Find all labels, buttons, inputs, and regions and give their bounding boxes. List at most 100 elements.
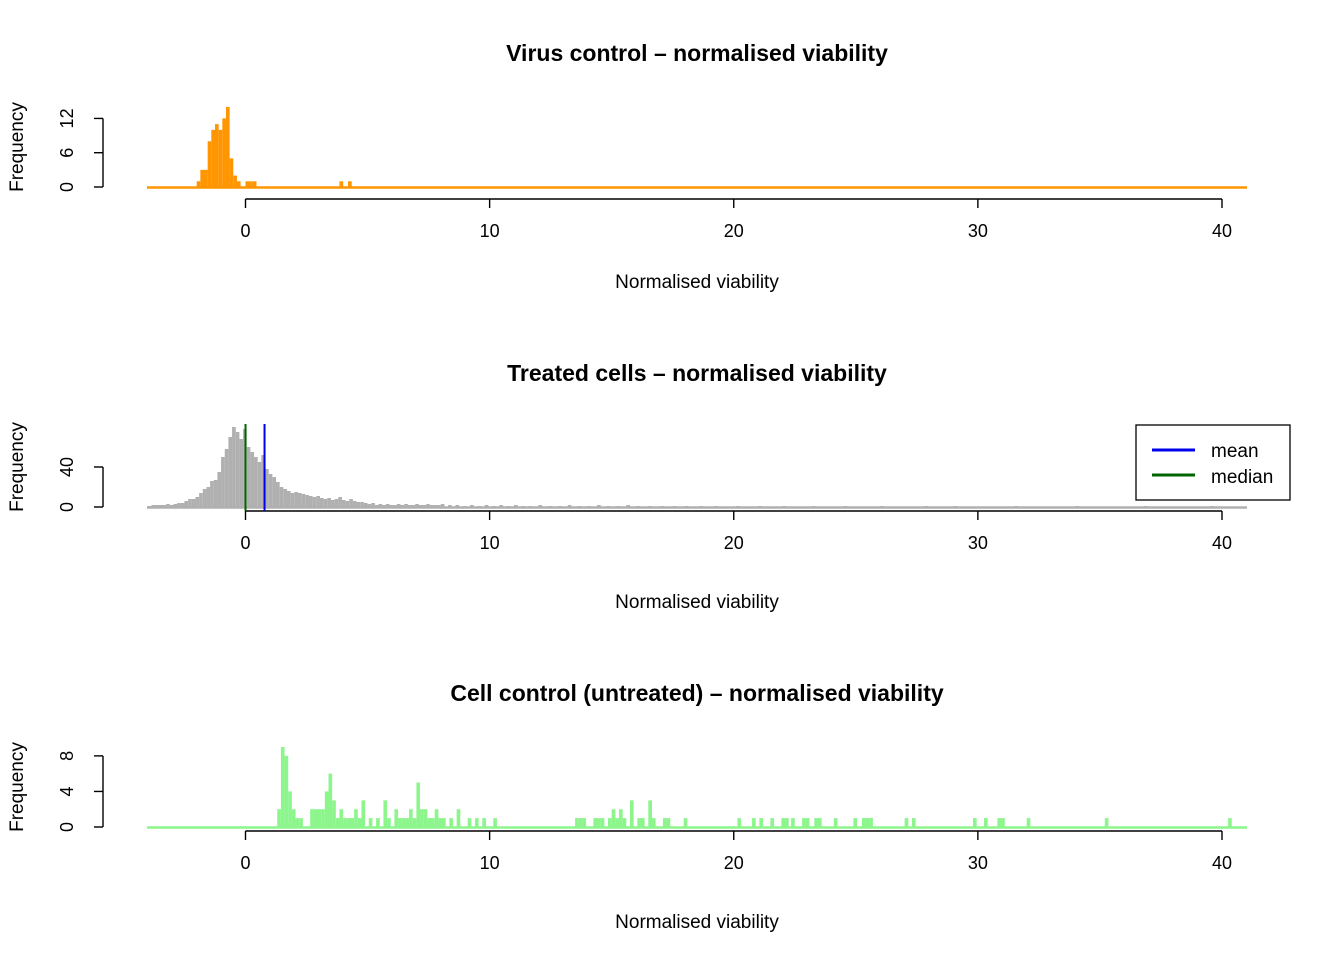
histogram-bar [312,497,317,508]
axes: 0 10 20 30 40 0 4 8 [57,751,1232,873]
histogram-bar [218,129,223,188]
histogram-bar [637,818,641,828]
histogram-bars [147,427,1247,509]
histogram-bar [236,181,241,188]
histogram-bar [294,492,298,508]
y-tick-label: 0 [57,502,77,512]
histogram-bar [814,818,818,828]
histogram-bar [155,505,159,508]
histogram-bar [321,809,325,828]
histogram-bar [608,818,612,828]
histogram-bar [341,500,346,508]
histogram-bar [455,505,460,508]
histogram-bar [833,818,838,828]
histogram-bar [257,462,262,508]
histogram-bar [180,503,185,508]
histogram-bar [477,506,482,508]
histogram-bar [147,506,152,508]
histogram-bar [437,505,441,508]
histogram-bar [904,818,909,828]
y-axis-label: Frequency [7,102,28,192]
histogram-bar [434,809,439,828]
histogram-bar [308,496,313,508]
histogram-bar [582,818,587,828]
histogram-bar [606,506,611,508]
histogram-bar [1026,818,1031,828]
histogram-bar [616,506,621,508]
histogram-bar [997,818,1002,828]
histogram-bar [261,455,266,508]
histogram-bar [785,818,789,828]
histogram-bar [330,500,335,508]
histogram-bar [805,818,810,828]
histogram-bar [246,447,251,508]
histogram-bar [389,505,394,508]
histogram-bar [245,181,250,188]
histogram-bar [210,481,214,508]
histogram-bar [317,809,322,828]
histogram-bar [600,818,605,828]
histogram-bar [528,506,533,508]
histogram-bar [737,818,742,828]
histogram-bar [1209,506,1214,508]
histogram-bar [151,505,156,508]
histogram-bar [619,809,623,828]
histogram-bar [431,818,435,828]
histogram-bar [420,809,424,828]
axes: 0 10 20 30 40 0 40 [57,457,1232,553]
histogram-bar [448,505,452,508]
histogram-bar [310,809,314,828]
histogram-bar [350,818,355,828]
legend-label-median: median [1211,467,1273,488]
histogram-bar [324,791,329,828]
histogram-bar [162,505,167,508]
histogram-bar [467,818,472,828]
histogram-bar [615,818,620,828]
histogram-bar [648,800,652,828]
histogram-bar [587,506,591,508]
histogram-bar [597,818,601,828]
histogram-bar [232,427,236,508]
histogram-bar [327,498,331,508]
histogram-bar [577,506,582,508]
histogram-bar [449,818,453,828]
histogram-bar [200,169,204,188]
x-tick-label: 40 [1212,221,1232,241]
histogram-bar [1104,818,1109,828]
x-tick-label: 30 [968,853,988,873]
histogram-bar [630,800,634,828]
x-tick-label: 0 [240,533,250,553]
cell-control-panel: Cell control (untreated) – normalised vi… [7,680,1247,933]
histogram-bar [817,818,822,828]
histogram-bar [217,472,222,508]
histogram-bar [538,505,543,508]
histogram-bar [297,493,302,508]
histogram-bar [316,496,320,508]
legend-label-mean: mean [1211,441,1259,462]
histogram-bar [861,818,866,828]
histogram-bar [335,818,340,828]
histogram-bar [1075,506,1080,508]
histogram-bar [648,506,652,508]
histogram-bar [672,506,677,508]
x-tick-label: 0 [240,221,250,241]
histogram-bar [393,505,397,508]
histogram-bar [356,502,361,508]
y-tick-label: 6 [57,148,77,158]
x-tick-label: 20 [724,533,744,553]
histogram-bar [352,501,357,508]
histogram-bar [229,158,234,188]
histogram-bar [1143,506,1148,508]
histogram-bar [184,501,189,508]
x-tick-label: 40 [1212,533,1232,553]
reference-lines [244,424,266,511]
histogram-bar [811,506,816,508]
treated-cells-panel: Treated cells – normalised viability Nor… [7,360,1291,613]
histogram-bar [360,502,364,508]
histogram-bar [802,818,806,828]
histogram-bar [376,818,380,828]
y-tick-label: 8 [57,751,77,761]
x-tick-label: 30 [968,221,988,241]
histogram-bar [339,181,344,188]
histogram-bar [791,818,795,828]
